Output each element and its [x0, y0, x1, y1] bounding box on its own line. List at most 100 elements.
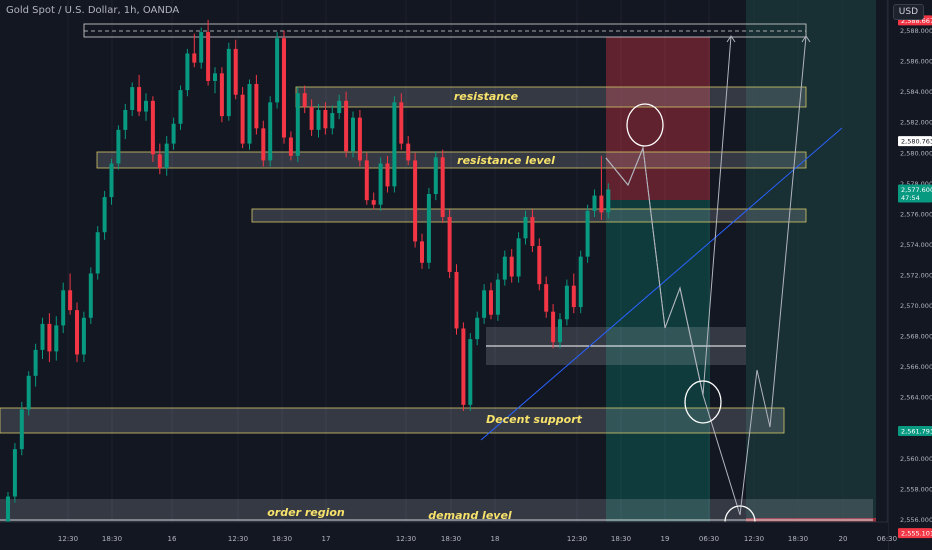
candle-body: [40, 323, 45, 350]
candle: [261, 120, 266, 167]
candle: [558, 313, 562, 349]
price-tag-label: 2,561.793: [901, 427, 932, 435]
candle-body: [392, 102, 397, 187]
take-profit-box: [606, 200, 710, 522]
candle: [219, 67, 224, 123]
zone-resistance: [295, 86, 807, 108]
candle-body: [544, 284, 549, 312]
candle: [337, 94, 342, 120]
candle: [454, 264, 459, 335]
candle-body: [206, 32, 211, 81]
candle: [399, 93, 404, 150]
candle-body: [19, 409, 24, 450]
price-tag-label: 2,555.101: [901, 530, 932, 538]
candle: [420, 233, 424, 269]
y-axis-ticks: 2,556.0002,558.0002,560.0002,562.0002,56…: [900, 27, 932, 524]
price-tag-label: 2,588.667: [901, 17, 932, 25]
x-tick-label: 12:30: [567, 535, 587, 543]
candle-body: [6, 496, 10, 535]
zone-label-demand-level: demand level: [428, 509, 512, 522]
zone-decent-support: [0, 407, 785, 434]
candle: [344, 91, 349, 158]
candle: [61, 282, 66, 334]
x-tick-label: 16: [168, 535, 177, 543]
zone-order-region: [0, 499, 873, 522]
candle: [247, 79, 252, 150]
candle-body: [523, 216, 528, 239]
candle: [47, 313, 52, 363]
candle-body: [537, 245, 542, 285]
candle: [295, 87, 300, 162]
candle: [309, 99, 314, 136]
candle: [433, 151, 438, 201]
price-tag-bg: [898, 425, 932, 436]
candle-body: [109, 163, 114, 198]
candle: [33, 343, 38, 387]
x-tick-label: 19: [661, 535, 670, 543]
candle: [102, 190, 107, 240]
y-tick-label: 2,560.000: [900, 455, 932, 463]
candle: [426, 187, 431, 269]
y-tick-label: 2,580.000: [900, 149, 932, 157]
candle: [440, 149, 445, 224]
candle: [137, 74, 142, 117]
candle: [502, 250, 507, 286]
candle-body: [12, 449, 17, 497]
candle-body: [385, 163, 390, 187]
candle: [144, 93, 148, 121]
candle: [26, 371, 31, 416]
candle: [489, 282, 493, 320]
candle: [185, 48, 190, 97]
candle-body: [413, 160, 418, 242]
candle-body: [578, 256, 583, 308]
x-tick-label: 18:30: [788, 535, 808, 543]
y-tick-label: 2,582.000: [900, 119, 932, 127]
y-tick-label: 2,568.000: [900, 333, 932, 341]
candle-body: [288, 137, 293, 156]
x-tick-label: 18:30: [272, 535, 292, 543]
candle: [164, 135, 169, 176]
candle: [178, 85, 183, 130]
candle-body: [54, 325, 59, 352]
candle: [495, 273, 500, 321]
y-tick-label: 2,578.000: [900, 180, 932, 188]
candle: [530, 209, 535, 253]
candle-body: [171, 123, 176, 144]
candle: [123, 103, 128, 140]
currency-button[interactable]: USD: [892, 4, 924, 20]
candle-body: [351, 117, 355, 152]
y-tick-label: 2,574.000: [900, 241, 932, 249]
candle-body: [399, 102, 404, 144]
candle-body: [440, 157, 445, 217]
x-tick-label: 12:30: [744, 535, 764, 543]
price-tag-label: 2,577.600: [901, 186, 932, 194]
candle: [537, 238, 542, 291]
candle-body: [233, 48, 238, 95]
candle-body: [130, 87, 135, 110]
candle: [378, 157, 383, 211]
arrow-head-1: [726, 35, 736, 43]
circle-top: [626, 103, 664, 147]
candle: [226, 42, 231, 121]
zone-label-decent-support: Decent support: [486, 413, 583, 426]
candle: [88, 267, 93, 324]
y-tick-label: 2,566.000: [900, 363, 932, 371]
candle-body: [502, 256, 507, 280]
candle: [81, 311, 86, 363]
candle: [323, 102, 328, 135]
candle-body: [585, 210, 590, 257]
candle-body: [323, 110, 328, 129]
candle-body: [192, 53, 197, 63]
candle-body: [275, 38, 280, 103]
x-tick-label: 12:30: [58, 535, 78, 543]
candle-body: [330, 113, 335, 129]
candle-body: [489, 290, 493, 315]
candle-body: [571, 285, 576, 308]
candle: [109, 158, 114, 205]
x-tick-label: 18: [491, 535, 500, 543]
candle-body: [482, 290, 487, 318]
price-tag-bg: [898, 184, 932, 203]
candle: [482, 284, 487, 324]
